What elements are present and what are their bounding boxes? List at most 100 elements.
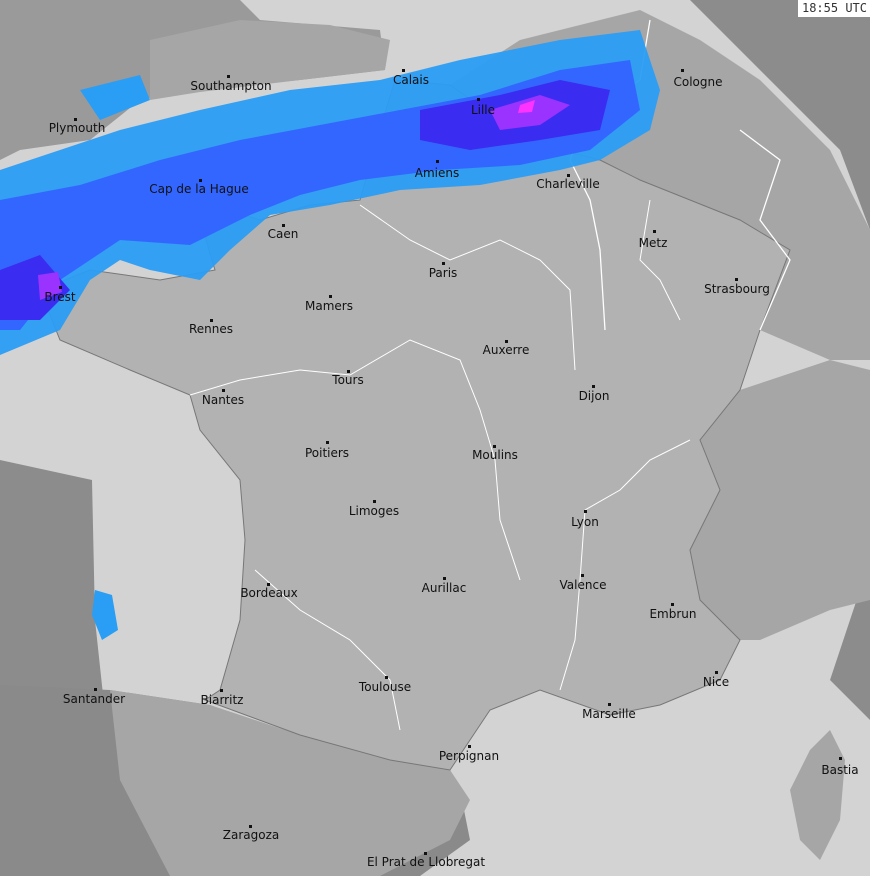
city-dot bbox=[373, 500, 376, 503]
city-label: Tours bbox=[331, 373, 363, 387]
city-auxerre: Auxerre bbox=[483, 340, 530, 357]
city-dot bbox=[282, 224, 285, 227]
city-toulouse: Toulouse bbox=[358, 676, 411, 694]
neighbor-land-switzerland-italy bbox=[690, 360, 870, 640]
city-label: Biarritz bbox=[201, 693, 244, 707]
city-dot bbox=[347, 370, 350, 373]
city-rennes: Rennes bbox=[189, 319, 233, 336]
city-label: Mamers bbox=[305, 299, 353, 313]
city-lille: Lille bbox=[471, 98, 495, 117]
city-label: Paris bbox=[429, 266, 458, 280]
neighbor-land-corsica bbox=[790, 730, 845, 860]
city-label: Lyon bbox=[571, 515, 599, 529]
city-label: Brest bbox=[44, 290, 76, 304]
city-dot bbox=[671, 603, 674, 606]
city-label: Santander bbox=[63, 692, 125, 706]
city-label: Auxerre bbox=[483, 343, 530, 357]
city-label: Caen bbox=[268, 227, 299, 241]
city-dot bbox=[59, 286, 62, 289]
city-dot bbox=[443, 577, 446, 580]
city-santander: Santander bbox=[63, 688, 125, 706]
city-label: Toulouse bbox=[358, 680, 411, 694]
city-paris: Paris bbox=[429, 262, 458, 280]
city-label: Aurillac bbox=[422, 581, 467, 595]
city-dot bbox=[329, 295, 332, 298]
river-loire bbox=[189, 339, 521, 581]
city-dot bbox=[94, 688, 97, 691]
city-dot bbox=[493, 445, 496, 448]
city-metz: Metz bbox=[639, 230, 668, 250]
city-label: Metz bbox=[639, 236, 668, 250]
city-label: Valence bbox=[560, 578, 607, 592]
city-el-prat-de-llobregat: El Prat de Llobregat bbox=[367, 852, 485, 869]
river-moselle bbox=[639, 199, 681, 321]
neighbor-land-england bbox=[150, 20, 390, 100]
city-label: Strasbourg bbox=[704, 282, 770, 296]
city-dot bbox=[839, 757, 842, 760]
city-dot bbox=[249, 825, 252, 828]
city-dot bbox=[477, 98, 480, 101]
city-labels: Southampton Calais Cologne Plymouth Lille Ami… bbox=[44, 69, 859, 869]
river-garonne bbox=[254, 569, 401, 731]
city-label: Bastia bbox=[821, 763, 858, 777]
city-mamers: Mamers bbox=[305, 295, 353, 313]
city-label: Southampton bbox=[190, 79, 271, 93]
city-bastia: Bastia bbox=[821, 757, 859, 777]
city-label: Nantes bbox=[202, 393, 244, 407]
city-southampton: Southampton bbox=[190, 75, 272, 93]
city-dijon: Dijon bbox=[579, 385, 609, 403]
city-poitiers: Poitiers bbox=[305, 441, 349, 460]
city-zaragoza: Zaragoza bbox=[223, 825, 279, 842]
precipitation-overlay bbox=[0, 30, 660, 640]
city-dot bbox=[584, 510, 587, 513]
city-dot bbox=[567, 174, 570, 177]
city-plymouth: Plymouth bbox=[49, 118, 106, 135]
city-label: Zaragoza bbox=[223, 828, 279, 842]
city-dot bbox=[267, 583, 270, 586]
city-dot bbox=[326, 441, 329, 444]
city-cap-de-la-hague: Cap de la Hague bbox=[149, 179, 249, 196]
city-biarritz: Biarritz bbox=[201, 689, 244, 707]
city-marseille: Marseille bbox=[582, 703, 636, 721]
city-dot bbox=[74, 118, 77, 121]
city-dot bbox=[715, 671, 718, 674]
city-label: Calais bbox=[393, 73, 429, 87]
city-calais: Calais bbox=[393, 69, 429, 87]
city-charleville: Charleville bbox=[536, 174, 600, 191]
city-label: Cologne bbox=[673, 75, 722, 89]
city-label: Lille bbox=[471, 103, 495, 117]
city-bordeaux: Bordeaux bbox=[240, 583, 298, 600]
city-dot bbox=[220, 689, 223, 692]
timestamp-label: 18:55 UTC bbox=[797, 0, 870, 17]
city-dot bbox=[199, 179, 202, 182]
city-dot bbox=[468, 745, 471, 748]
city-dot bbox=[581, 574, 584, 577]
city-label: Poitiers bbox=[305, 446, 349, 460]
city-valence: Valence bbox=[560, 574, 607, 592]
city-amiens: Amiens bbox=[415, 160, 459, 180]
city-label: Marseille bbox=[582, 707, 636, 721]
city-dot bbox=[424, 852, 427, 855]
city-dot bbox=[608, 703, 611, 706]
city-label: Rennes bbox=[189, 322, 233, 336]
city-label: Charleville bbox=[536, 177, 599, 191]
city-label: Limoges bbox=[349, 504, 399, 518]
city-dot bbox=[592, 385, 595, 388]
city-label: Bordeaux bbox=[240, 586, 297, 600]
city-dot bbox=[505, 340, 508, 343]
city-label: Amiens bbox=[415, 166, 459, 180]
city-label: Perpignan bbox=[439, 749, 499, 763]
city-limoges: Limoges bbox=[349, 500, 399, 518]
city-label: Nice bbox=[703, 675, 729, 689]
city-aurillac: Aurillac bbox=[422, 577, 467, 595]
city-strasbourg: Strasbourg bbox=[704, 278, 770, 296]
city-lyon: Lyon bbox=[571, 510, 599, 529]
city-nantes: Nantes bbox=[202, 389, 244, 407]
city-moulins: Moulins bbox=[472, 445, 518, 462]
city-caen: Caen bbox=[268, 224, 299, 241]
city-dot bbox=[653, 230, 656, 233]
city-dot bbox=[436, 160, 439, 163]
city-label: Embrun bbox=[649, 607, 696, 621]
city-label: Plymouth bbox=[49, 121, 106, 135]
